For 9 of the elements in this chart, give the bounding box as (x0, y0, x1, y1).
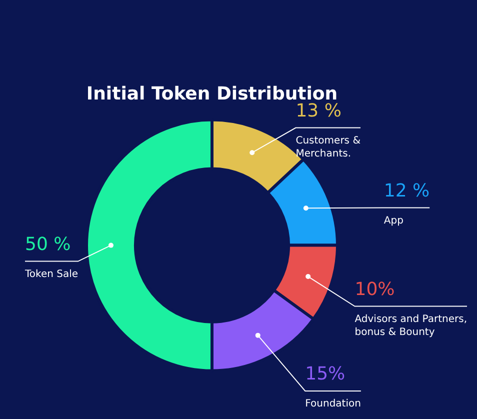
data-label: 15% (305, 364, 346, 385)
slice-label: Token Sale (24, 268, 78, 280)
slice-label: Foundation (305, 398, 361, 410)
slice-label: App (384, 215, 404, 226)
slice-label: Advisors and Partners, bonus & Bounty (354, 314, 468, 338)
slice-label: Customers & Merchants. (296, 135, 361, 160)
data-label: 10% (354, 278, 395, 300)
data-label: 50 % (25, 234, 71, 255)
data-label: 12 % (384, 180, 430, 202)
